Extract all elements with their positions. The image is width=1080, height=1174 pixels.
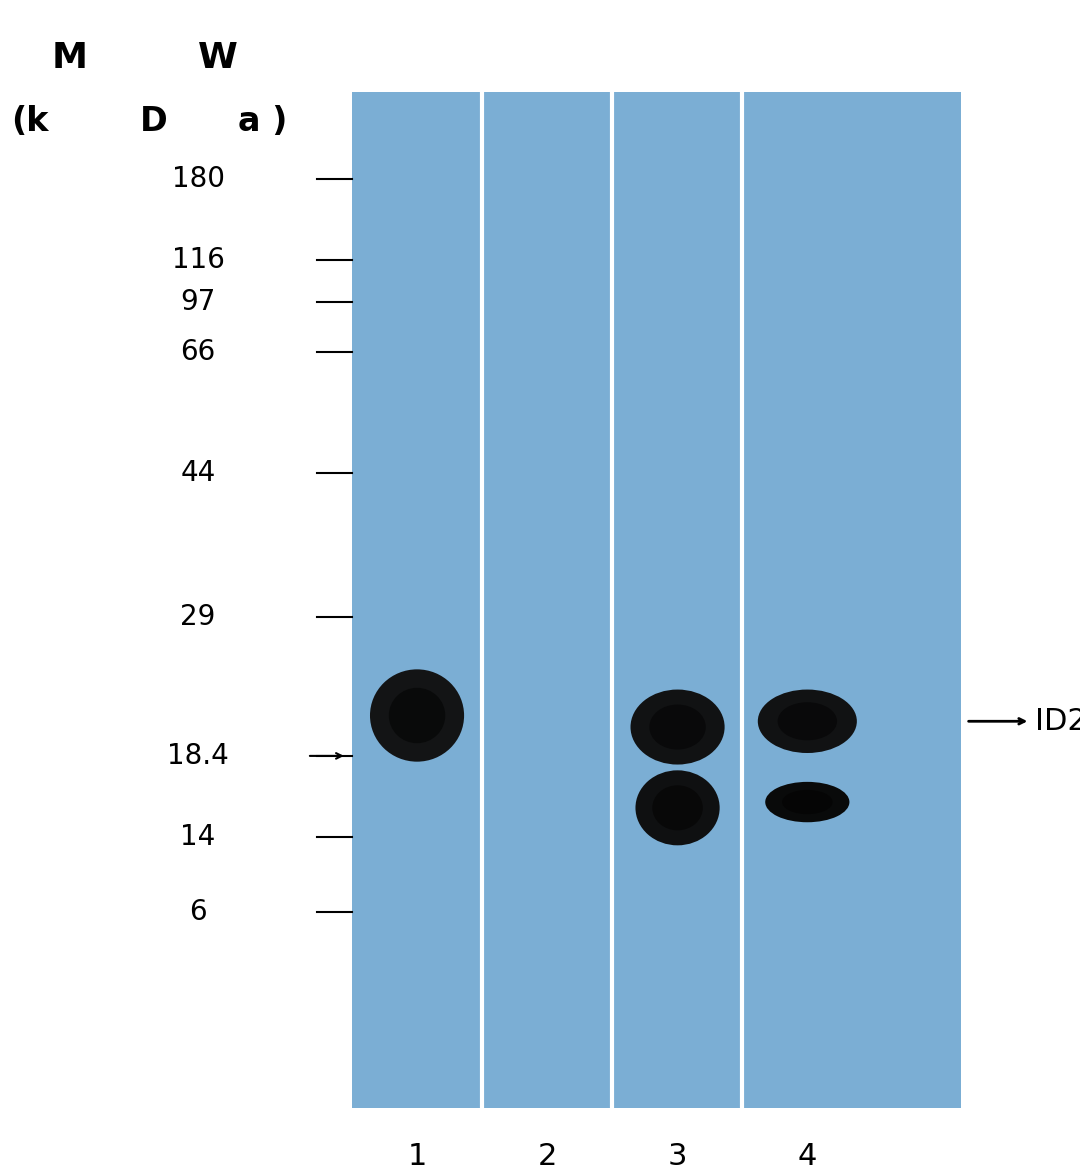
Text: a ): a ) (238, 104, 287, 137)
Text: D: D (139, 104, 167, 137)
Ellipse shape (778, 702, 837, 741)
Text: 180: 180 (172, 164, 225, 193)
Ellipse shape (389, 688, 445, 743)
Ellipse shape (649, 704, 706, 749)
Text: ID2: ID2 (1035, 707, 1080, 736)
Ellipse shape (635, 770, 719, 845)
Text: 4: 4 (798, 1142, 816, 1172)
Ellipse shape (631, 689, 725, 764)
Text: 29: 29 (180, 603, 216, 632)
Text: (k: (k (11, 104, 49, 137)
Text: 66: 66 (180, 338, 216, 366)
Text: 44: 44 (180, 459, 216, 487)
Text: 1: 1 (407, 1142, 427, 1172)
Text: M: M (52, 41, 87, 75)
Text: 6: 6 (189, 898, 207, 925)
Ellipse shape (766, 782, 850, 822)
Ellipse shape (652, 785, 703, 830)
Ellipse shape (782, 790, 833, 815)
Text: 116: 116 (172, 245, 225, 274)
Bar (352, 93, 961, 1108)
Text: 97: 97 (180, 289, 216, 316)
Ellipse shape (758, 689, 856, 753)
Text: 3: 3 (667, 1142, 687, 1172)
Text: 14: 14 (180, 823, 216, 851)
Text: W: W (198, 41, 238, 75)
Text: 18.4: 18.4 (167, 742, 229, 770)
Ellipse shape (370, 669, 464, 762)
Text: 2: 2 (538, 1142, 557, 1172)
